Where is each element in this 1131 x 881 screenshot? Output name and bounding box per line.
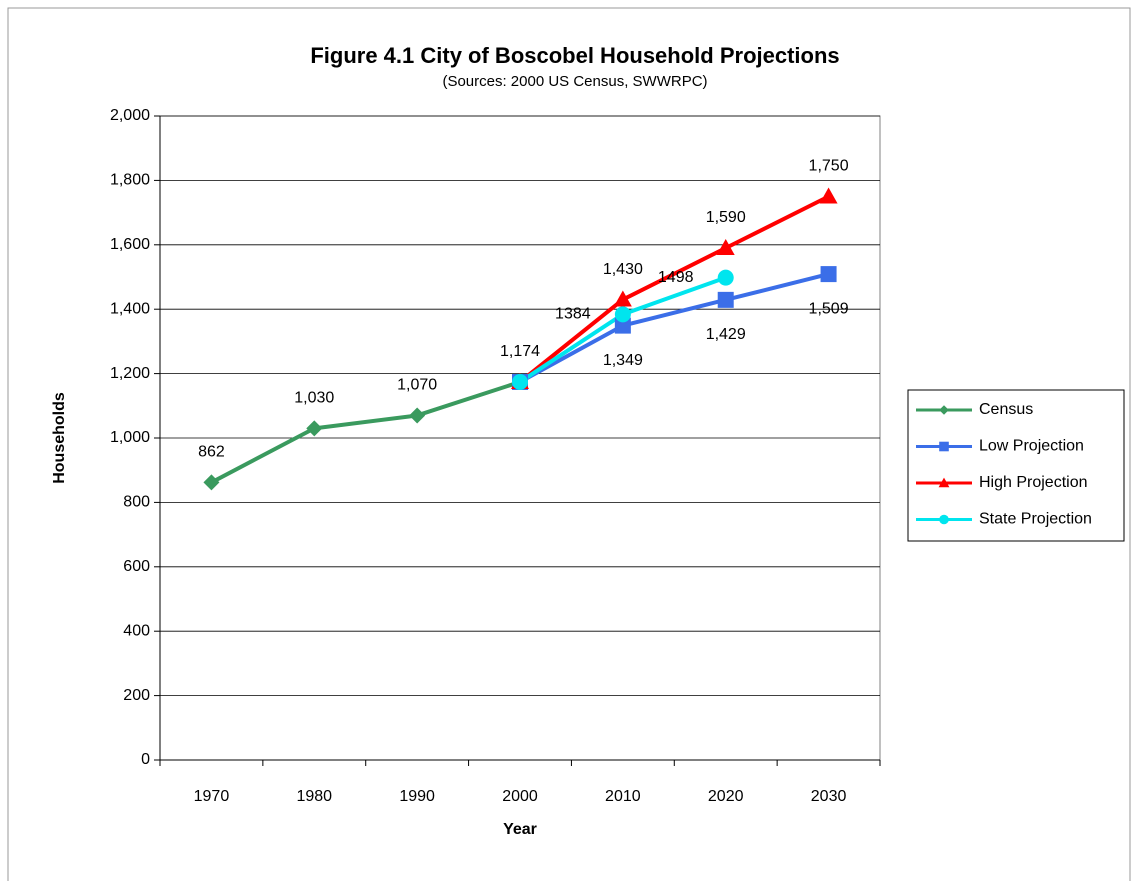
- legend-marker: [938, 477, 950, 488]
- x-tick-label: 2020: [708, 788, 744, 805]
- point: [716, 239, 735, 256]
- series-line: [518, 194, 830, 384]
- x-tick-label: 1980: [296, 788, 332, 805]
- point: [820, 266, 837, 283]
- y-tick-label: 600: [123, 558, 150, 575]
- x-axis-label: Year: [503, 821, 537, 838]
- legend-marker: [939, 441, 949, 452]
- x-tick-label: 1990: [399, 788, 435, 805]
- point: [512, 373, 528, 390]
- legend-marker: [939, 514, 949, 525]
- data-label: 862: [198, 444, 225, 461]
- y-tick-label: 1,400: [110, 300, 150, 317]
- x-tick-label: 2010: [605, 788, 641, 805]
- legend-label: Low Projection: [979, 438, 1084, 455]
- y-tick-label: 1,800: [110, 172, 150, 189]
- y-tick-label: 1,600: [110, 236, 150, 253]
- y-axis-label: Households: [51, 392, 68, 484]
- data-label: 1,590: [706, 209, 746, 226]
- y-tick-label: 800: [123, 494, 150, 511]
- data-label: 1,070: [397, 377, 437, 394]
- y-tick-label: 200: [123, 687, 150, 704]
- point: [306, 420, 323, 437]
- chart-subtitle: (Sources: 2000 US Census, SWWRPC): [442, 73, 707, 90]
- data-label: 1,429: [706, 326, 746, 343]
- y-tick-label: 2,000: [110, 107, 150, 124]
- chart-border: [7, 7, 1131, 881]
- data-label: 1,030: [294, 390, 334, 407]
- y-tick-label: 400: [123, 622, 150, 639]
- x-tick-label: 1970: [194, 788, 230, 805]
- legend-label: State Projection: [979, 511, 1092, 528]
- point: [409, 407, 426, 424]
- data-label: 1384: [555, 306, 591, 323]
- y-tick-label: 1,000: [110, 429, 150, 446]
- x-tick-label: 2000: [502, 788, 538, 805]
- y-tick-label: 0: [141, 751, 150, 768]
- data-label: 1,750: [809, 158, 849, 175]
- point: [819, 187, 838, 204]
- chart-title: Figure 4.1 City of Boscobel Household Pr…: [310, 43, 839, 68]
- point: [717, 291, 734, 308]
- y-tick-label: 1,200: [110, 365, 150, 382]
- series-line: [519, 272, 830, 384]
- data-label: 1,430: [603, 261, 643, 278]
- point: [614, 317, 631, 334]
- point: [203, 474, 220, 491]
- series-line: [210, 380, 521, 485]
- point: [614, 306, 631, 323]
- legend-label: Census: [979, 401, 1033, 418]
- data-label: 1498: [658, 269, 694, 286]
- x-tick-label: 2030: [811, 788, 847, 805]
- data-label: 1,174: [500, 343, 540, 360]
- legend-label: High Projection: [979, 474, 1088, 491]
- point: [613, 290, 632, 307]
- point: [717, 269, 734, 286]
- data-label: 1,509: [809, 300, 849, 317]
- data-label: 1,349: [603, 352, 643, 369]
